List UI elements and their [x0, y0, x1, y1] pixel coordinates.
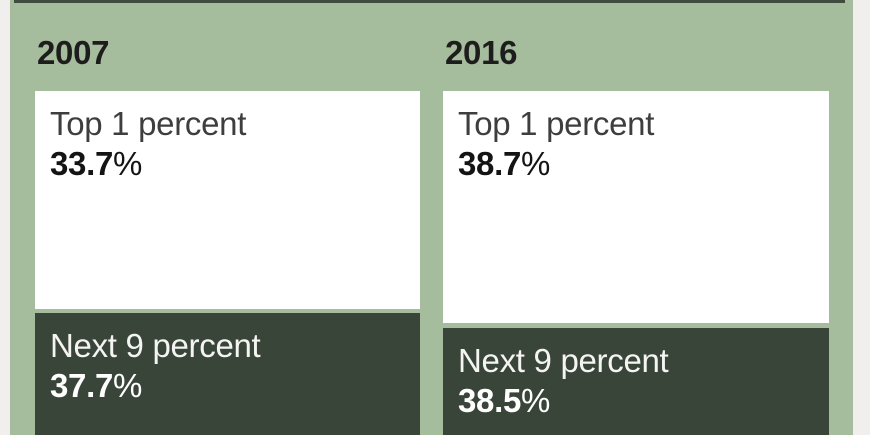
panel-2007: 2007 Top 1 percent 33.7% Next 9 percent …	[35, 0, 420, 435]
bar-segment-next9-2016: Next 9 percent 38.5%	[443, 328, 829, 435]
year-label-2007: 2007	[37, 34, 110, 71]
value-number: 33.7	[50, 145, 114, 182]
top-divider	[14, 0, 845, 3]
percent-sign: %	[113, 367, 143, 404]
segment-value: 38.7%	[458, 144, 815, 184]
segment-value: 37.7%	[50, 366, 406, 406]
segment-label: Top 1 percent	[458, 105, 655, 142]
segment-value: 33.7%	[50, 144, 406, 184]
percent-sign: %	[113, 145, 143, 182]
chart-canvas: 2007 Top 1 percent 33.7% Next 9 percent …	[10, 0, 853, 435]
segment-label: Next 9 percent	[458, 342, 669, 379]
value-number: 37.7	[50, 367, 114, 404]
segment-label: Top 1 percent	[50, 105, 247, 142]
percent-sign: %	[521, 382, 551, 419]
year-label-2016: 2016	[445, 34, 518, 71]
percent-sign: %	[521, 145, 551, 182]
segment-value: 38.5%	[458, 381, 815, 421]
value-number: 38.7	[458, 145, 522, 182]
bar-segment-top1-2016: Top 1 percent 38.7%	[443, 91, 829, 323]
bar-segment-top1-2007: Top 1 percent 33.7%	[35, 91, 420, 309]
panel-2016: 2016 Top 1 percent 38.7% Next 9 percent …	[443, 0, 829, 435]
segment-label: Next 9 percent	[50, 327, 261, 364]
value-number: 38.5	[458, 382, 522, 419]
bar-segment-next9-2007: Next 9 percent 37.7%	[35, 313, 420, 435]
